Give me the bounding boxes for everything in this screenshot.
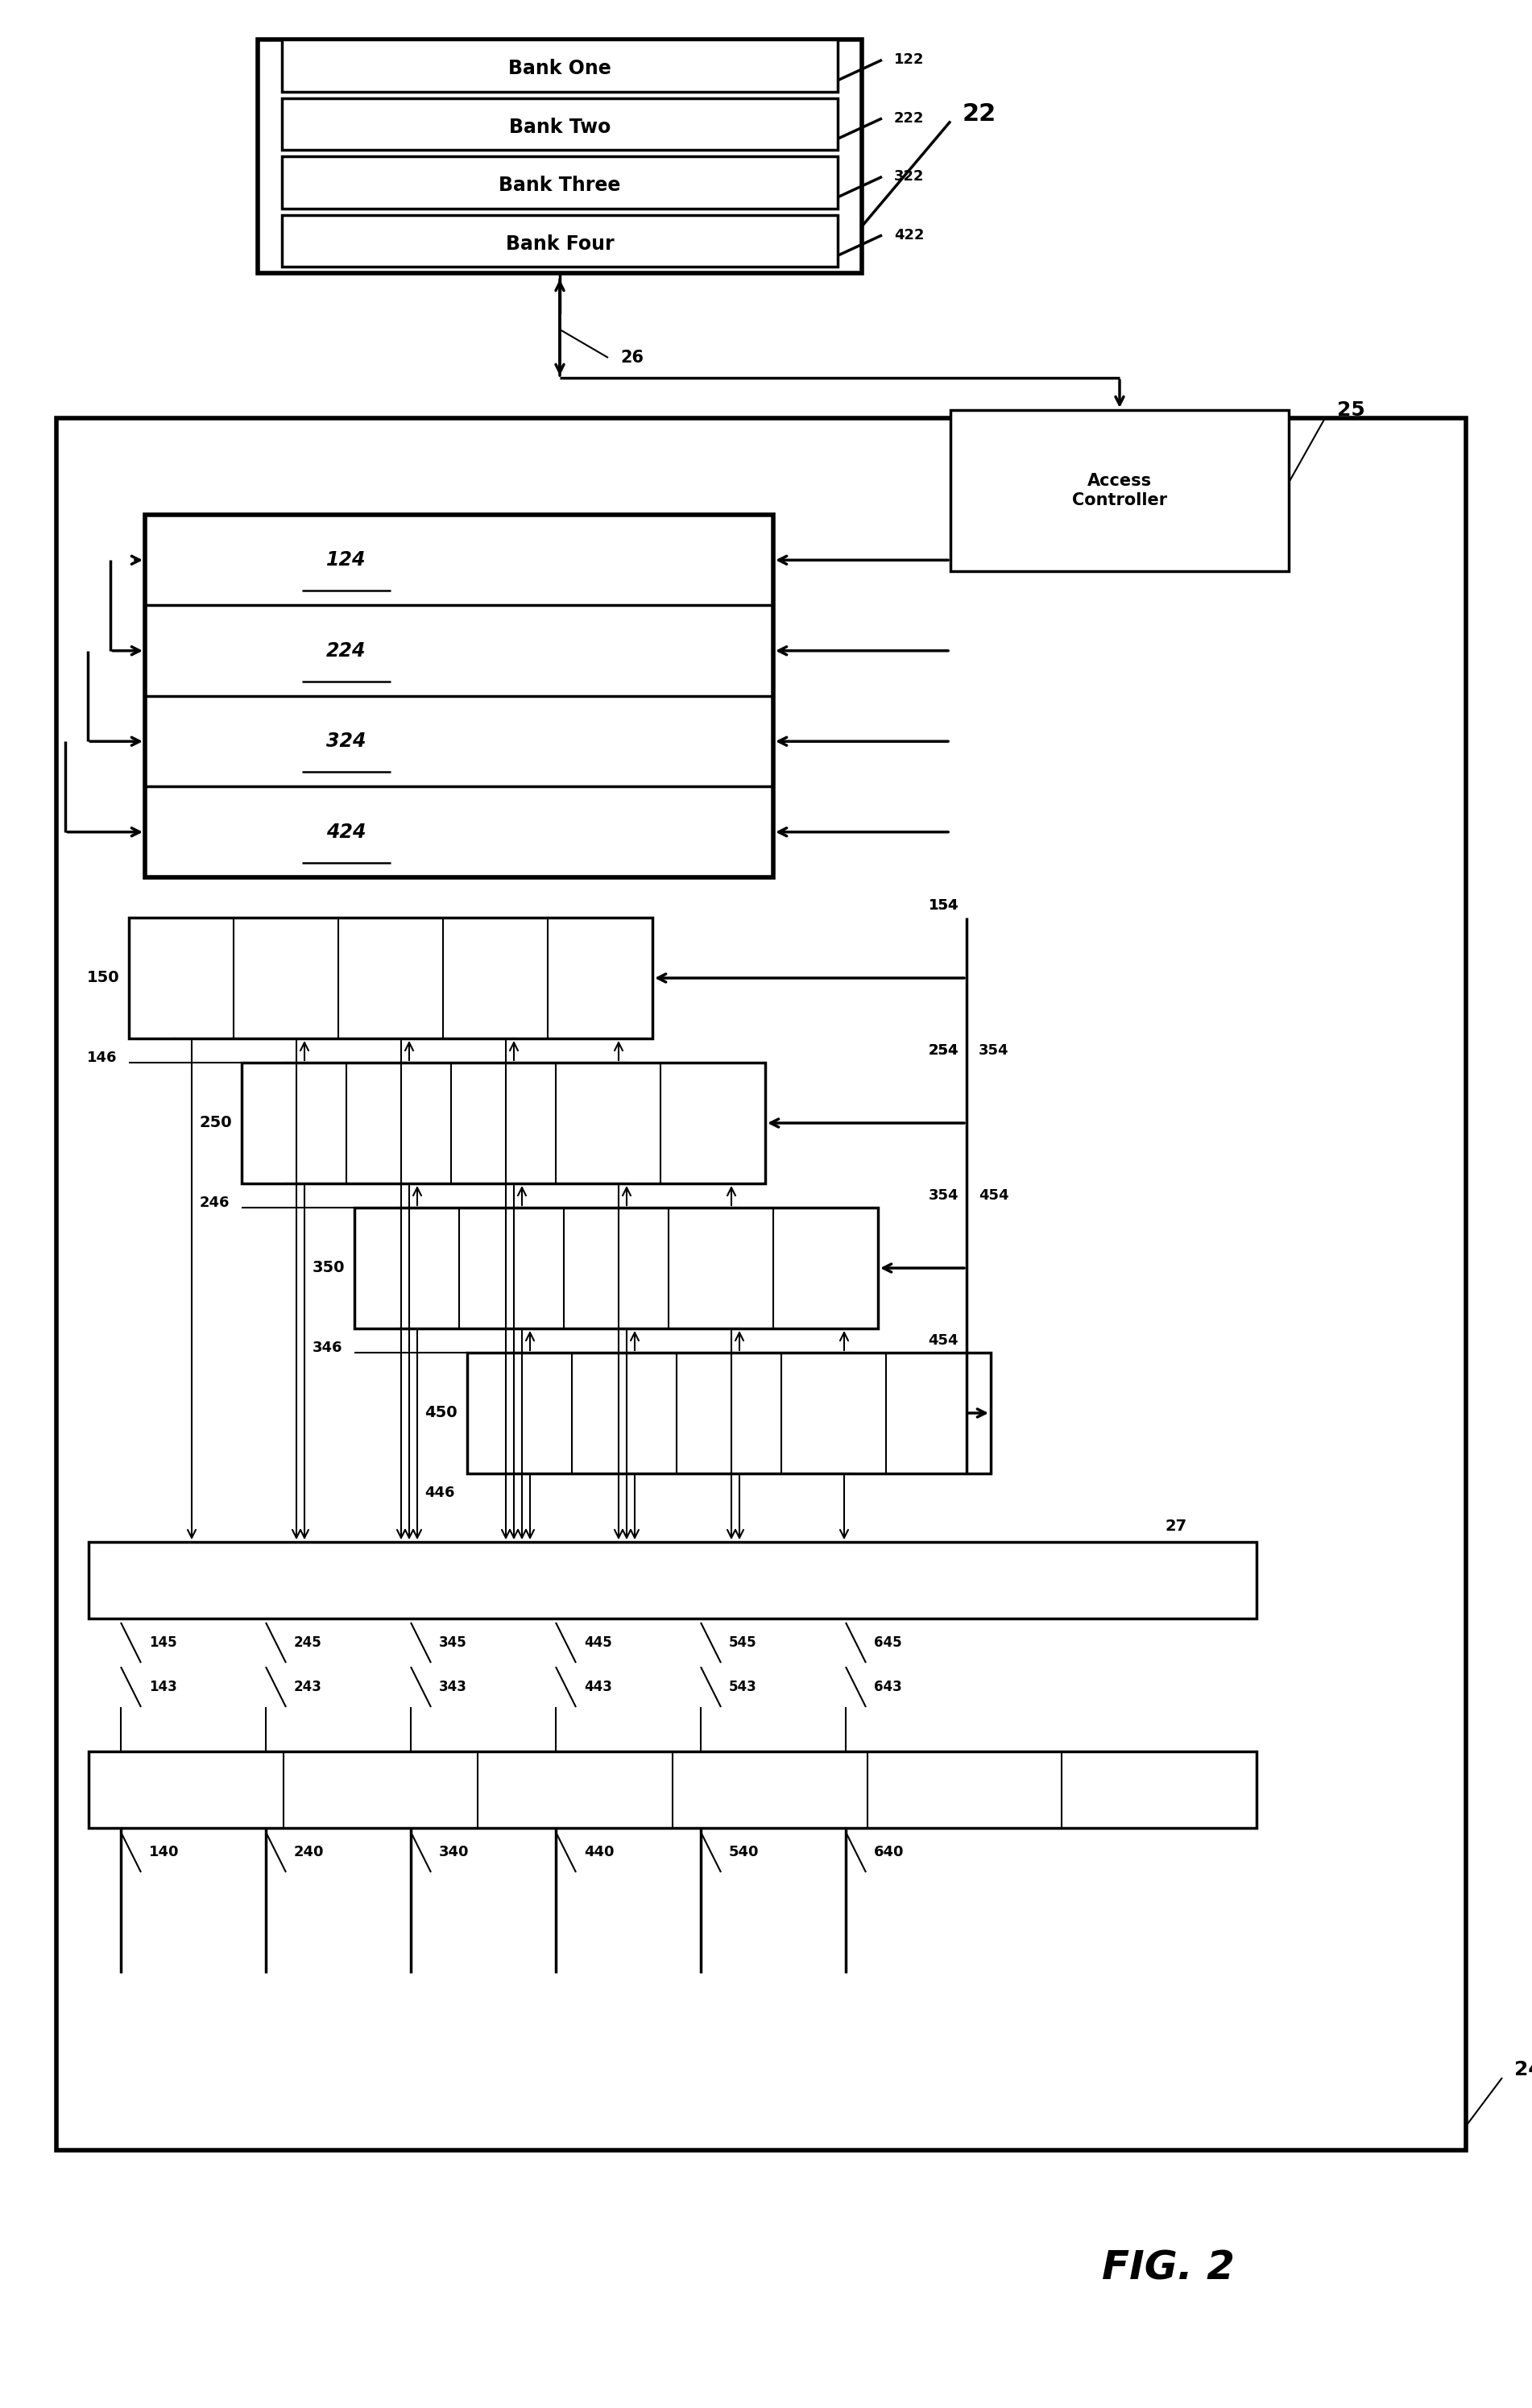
Text: 440: 440	[584, 1845, 614, 1859]
Text: Bank Four: Bank Four	[506, 234, 614, 253]
Text: 124: 124	[326, 551, 366, 571]
Text: 354: 354	[928, 1187, 959, 1202]
Bar	[467, 1353, 991, 1474]
Text: 343: 343	[440, 1681, 467, 1695]
Text: 246: 246	[199, 1194, 230, 1211]
Text: 640: 640	[873, 1845, 904, 1859]
Text: 24: 24	[1514, 2059, 1532, 2078]
Text: 254: 254	[928, 1043, 959, 1057]
Text: 454: 454	[979, 1187, 1010, 1202]
Text: 240: 240	[294, 1845, 325, 1859]
Text: 443: 443	[584, 1681, 613, 1695]
Text: 254: 254	[928, 1043, 959, 1057]
Text: Access
Controller: Access Controller	[1072, 474, 1167, 508]
Text: 340: 340	[440, 1845, 469, 1859]
Text: 150: 150	[86, 970, 119, 985]
Text: 345: 345	[440, 1635, 467, 1649]
Text: 140: 140	[149, 1845, 179, 1859]
Text: FIG. 2: FIG. 2	[1102, 2249, 1235, 2288]
Text: 350: 350	[313, 1259, 345, 1276]
Text: 545: 545	[729, 1635, 757, 1649]
Text: 145: 145	[149, 1635, 176, 1649]
Text: 446: 446	[424, 1486, 455, 1500]
Text: 154: 154	[928, 898, 959, 913]
Text: 22: 22	[962, 104, 996, 125]
Text: 346: 346	[313, 1341, 342, 1356]
Text: 27: 27	[1164, 1517, 1187, 1534]
Bar	[282, 39, 838, 92]
Bar	[89, 1541, 1256, 1618]
Text: 322: 322	[895, 169, 924, 183]
Text: 122: 122	[895, 53, 924, 67]
Text: 643: 643	[873, 1681, 902, 1695]
Text: 445: 445	[584, 1635, 611, 1649]
Text: 354: 354	[979, 1043, 1010, 1057]
Text: 143: 143	[149, 1681, 178, 1695]
Text: 454: 454	[928, 1334, 959, 1348]
Bar	[354, 1209, 878, 1329]
Text: 146: 146	[87, 1050, 116, 1064]
Bar	[257, 39, 863, 272]
Text: 224: 224	[326, 641, 366, 660]
Text: 222: 222	[895, 111, 924, 125]
Bar	[282, 99, 838, 149]
Bar	[282, 157, 838, 207]
Text: 154: 154	[928, 898, 959, 913]
Bar	[950, 409, 1288, 571]
Bar	[57, 419, 1466, 2150]
Text: 422: 422	[895, 229, 924, 243]
Text: Bank Three: Bank Three	[499, 176, 620, 195]
Text: 243: 243	[294, 1681, 322, 1695]
Text: 25: 25	[1337, 400, 1365, 419]
Bar	[146, 515, 774, 877]
Bar	[242, 1062, 764, 1182]
Text: 26: 26	[620, 349, 643, 366]
Text: Bank One: Bank One	[509, 60, 611, 79]
Text: 540: 540	[729, 1845, 760, 1859]
Text: 424: 424	[326, 824, 366, 843]
Bar	[282, 214, 838, 267]
Bar	[89, 1751, 1256, 1828]
Text: 324: 324	[326, 732, 366, 751]
Text: 645: 645	[873, 1635, 902, 1649]
Text: 250: 250	[199, 1115, 231, 1132]
Bar	[129, 917, 653, 1038]
Text: 450: 450	[424, 1406, 458, 1421]
Text: 245: 245	[294, 1635, 322, 1649]
Text: Bank Two: Bank Two	[509, 118, 611, 137]
Text: 543: 543	[729, 1681, 757, 1695]
